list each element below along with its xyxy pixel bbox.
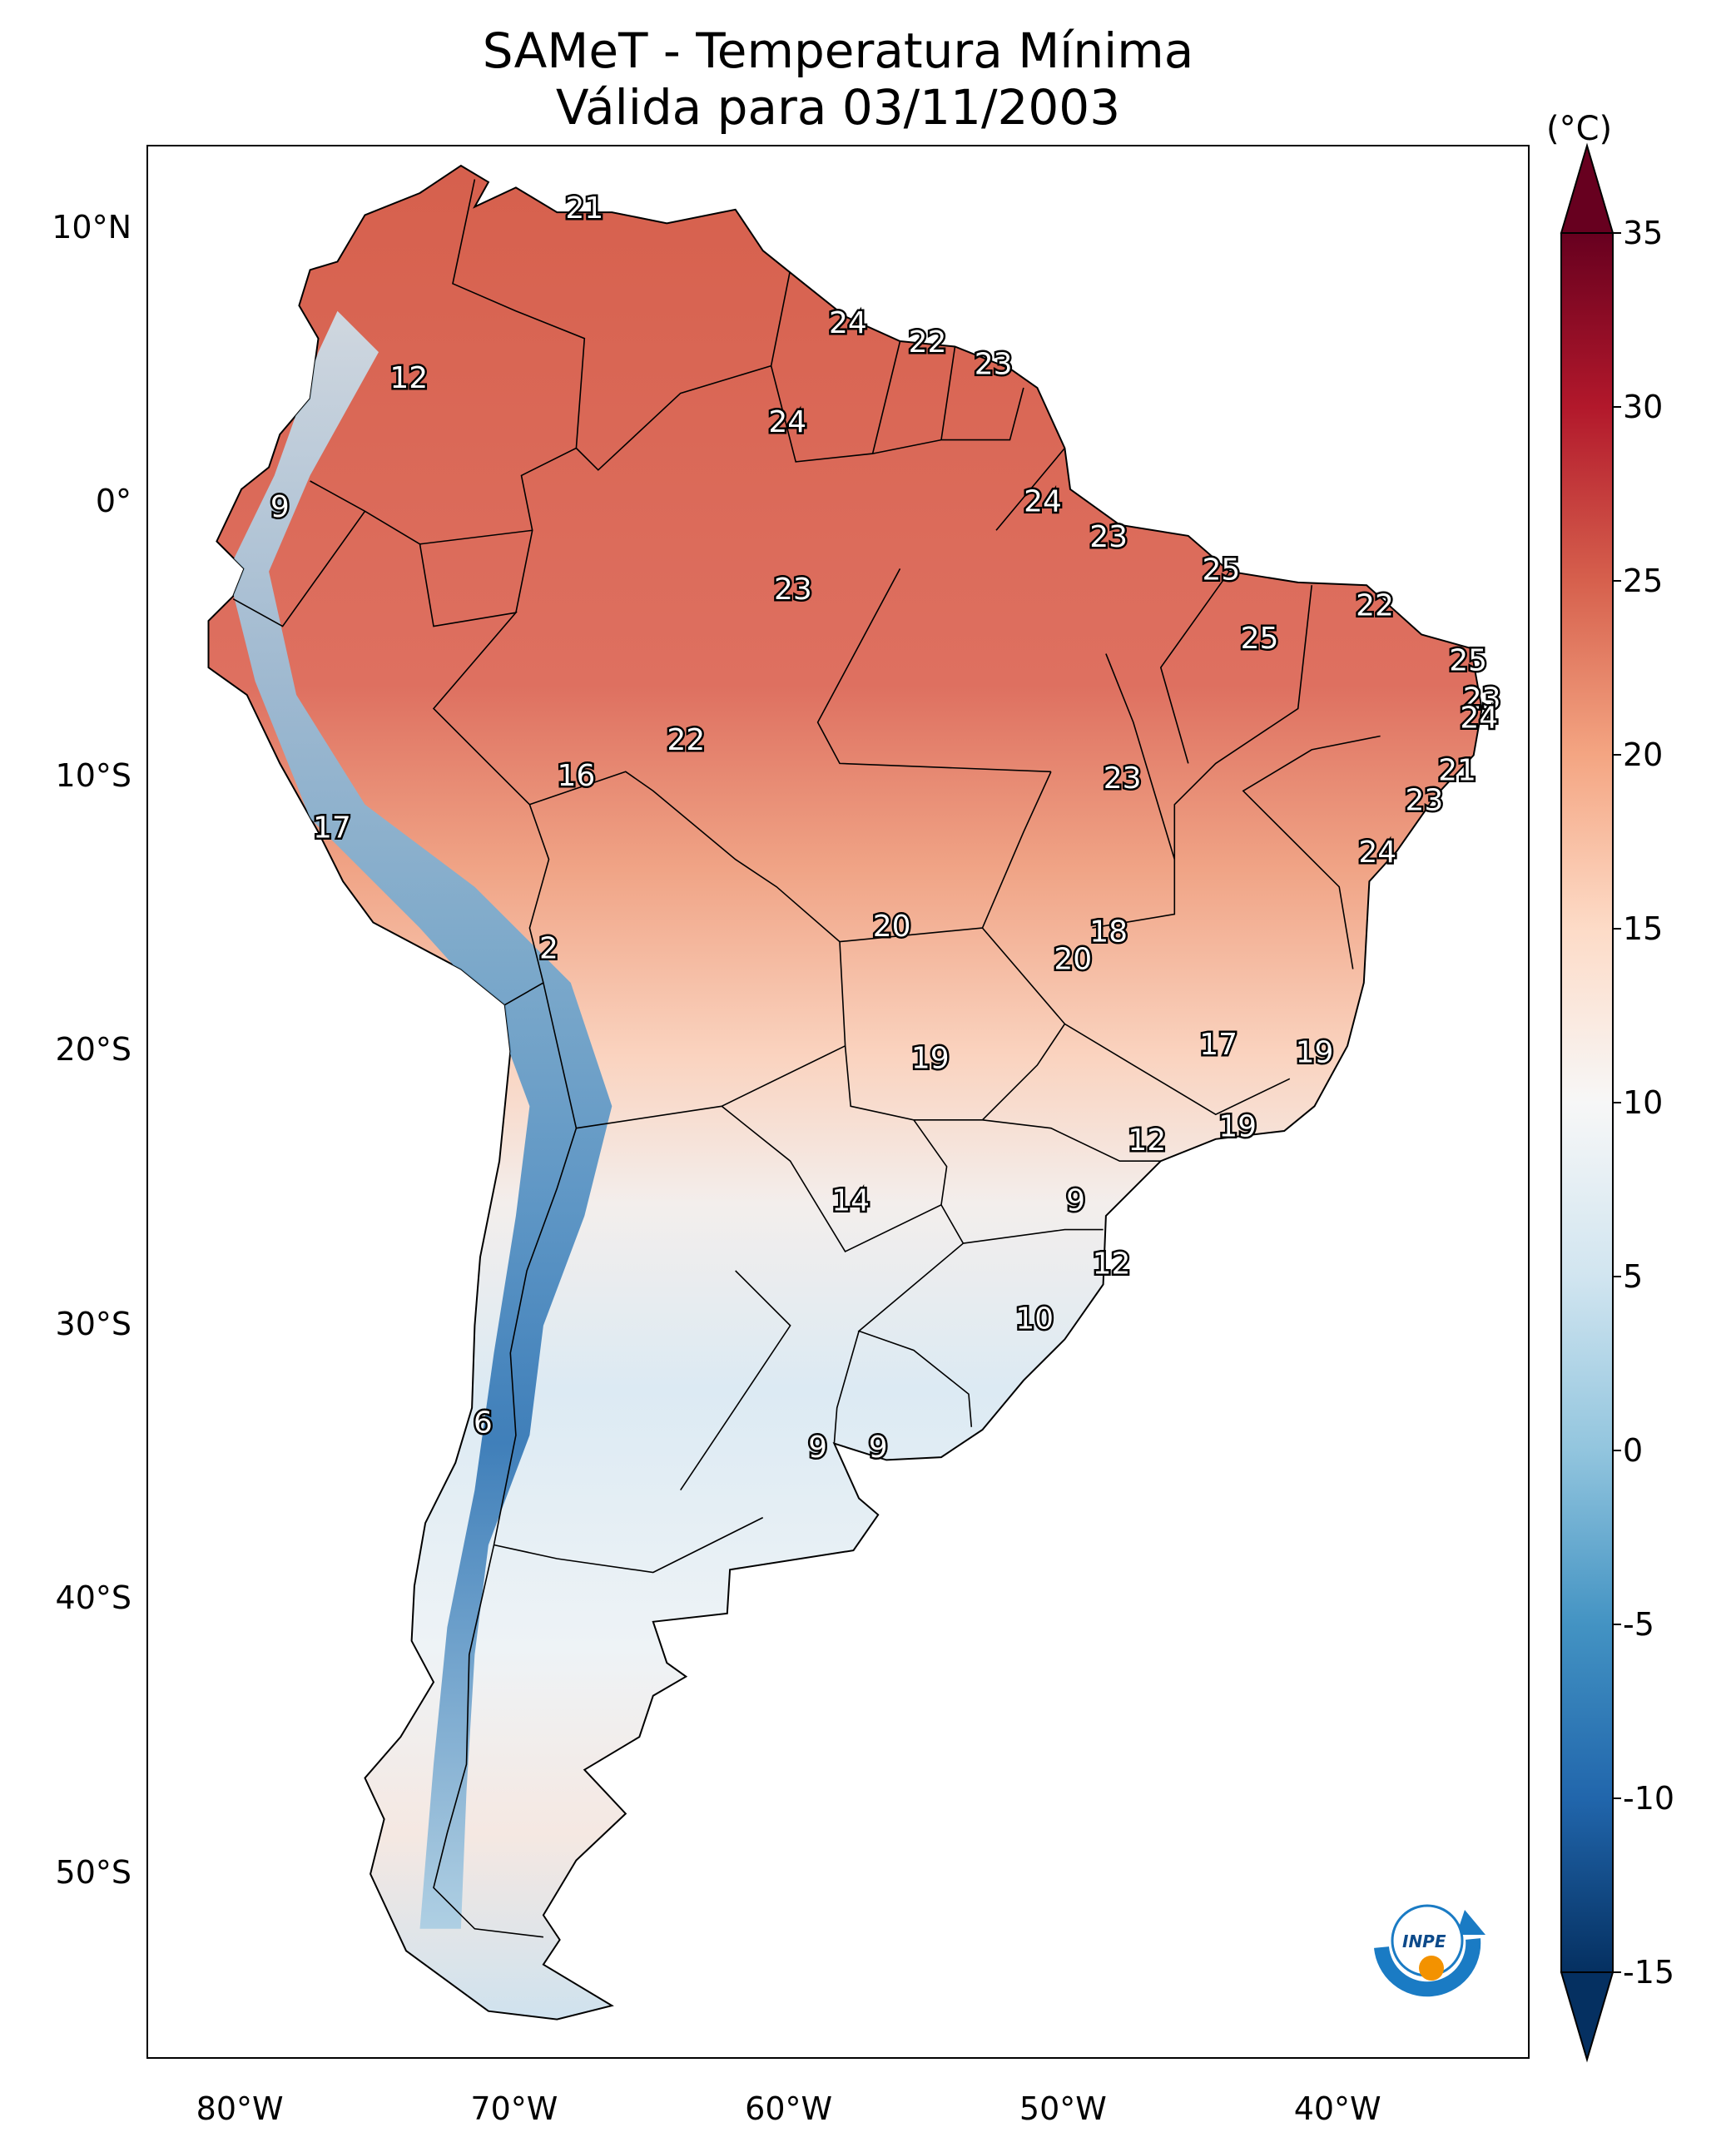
colorbar-body [1560, 232, 1614, 1973]
colorbar-tick [1613, 232, 1621, 234]
contour-label: 16 [557, 759, 595, 793]
colorbar-tick-label: 5 [1623, 1258, 1644, 1295]
contour-label: 17 [1199, 1028, 1238, 1062]
contour-label: 12 [389, 361, 428, 395]
contour-label: 20 [1054, 943, 1092, 977]
inpe-logo: INPE [1348, 1889, 1506, 2017]
x-tick-label: 70°W [470, 2090, 558, 2127]
contour-label: 9 [1066, 1184, 1085, 1218]
colorbar-tick-label: -10 [1623, 1780, 1675, 1817]
contour-label: 17 [313, 811, 351, 845]
continent-land [207, 164, 1483, 2021]
x-tick-label: 40°W [1293, 2090, 1381, 2127]
colorbar-tick [1613, 1797, 1621, 1799]
colorbar-tick [1613, 406, 1621, 408]
colorbar [1560, 142, 1614, 2063]
colorbar-tick [1613, 754, 1621, 756]
logo-text: INPE [1402, 1931, 1446, 1951]
contour-label: 22 [1356, 589, 1394, 623]
colorbar-tick [1613, 1624, 1621, 1625]
colorbar-tick [1613, 1450, 1621, 1451]
colorbar-tick-label: 20 [1623, 736, 1664, 773]
contour-label: 12 [1093, 1247, 1131, 1281]
y-tick-label: 10°S [55, 756, 131, 794]
contour-label: 25 [1449, 644, 1487, 678]
contour-label: 23 [774, 573, 812, 607]
map-title: SAMeT - Temperatura Mínima [482, 22, 1194, 79]
contour-label: 9 [270, 490, 290, 524]
contour-label: 21 [1438, 753, 1476, 787]
contour-label: 19 [1218, 1110, 1257, 1144]
contour-label: 10 [1015, 1302, 1054, 1336]
contour-label: 6 [474, 1406, 493, 1440]
colorbar-tick [1613, 1276, 1621, 1277]
contour-label: 24 [768, 405, 806, 439]
contour-label: 21 [565, 191, 603, 226]
x-tick-label: 80°W [196, 2090, 284, 2127]
contour-label: 12 [1128, 1123, 1166, 1158]
contour-label: 9 [808, 1431, 827, 1465]
colorbar-tick-label: 10 [1623, 1084, 1664, 1121]
contour-label: 24 [1460, 702, 1498, 736]
colorbar-tick-label: 35 [1623, 215, 1664, 251]
contour-label: 25 [1241, 622, 1279, 656]
contour-label: 18 [1089, 915, 1128, 950]
contour-label: 24 [829, 306, 867, 340]
map-area: 21 12 24 22 23 24 9 24 23 25 22 23 25 25 23 24 22 21 16 23 2… [146, 145, 1530, 2059]
contour-label: 22 [909, 325, 947, 359]
colorbar-tick-label: 25 [1623, 563, 1664, 599]
colorbar-tick-label: 0 [1623, 1432, 1644, 1469]
contour-label: 22 [667, 723, 705, 757]
colorbar-tick-label: -15 [1623, 1954, 1675, 1991]
contour-label: 24 [1024, 484, 1062, 518]
y-tick-label: 30°S [55, 1305, 131, 1342]
colorbar-tick-label: 30 [1623, 389, 1664, 425]
contour-label: 20 [873, 910, 911, 944]
colorbar-tick-label: -5 [1623, 1606, 1654, 1643]
y-tick-label: 40°S [55, 1579, 131, 1617]
contour-label: 14 [831, 1184, 870, 1218]
y-tick-label: 10°N [52, 208, 131, 245]
contour-label: 23 [975, 348, 1013, 382]
contour-label: 23 [1104, 761, 1142, 796]
contour-label: 25 [1202, 553, 1240, 588]
colorbar-tick-label: 15 [1623, 910, 1664, 947]
colorbar-tick [1613, 928, 1621, 930]
borders [232, 179, 1381, 1938]
contour-label: 24 [1358, 836, 1396, 870]
andes-cold-band [227, 310, 613, 1929]
colorbar-tick [1613, 1971, 1621, 1973]
y-tick-label: 50°S [55, 1853, 131, 1891]
contour-label: 23 [1089, 520, 1128, 554]
y-tick-label: 0° [95, 483, 131, 520]
colorbar-extend-bottom [1560, 1971, 1614, 2063]
colorbar-tick [1613, 580, 1621, 582]
contour-label: 9 [869, 1431, 888, 1465]
colorbar-tick [1613, 1102, 1621, 1103]
map-subtitle: Válida para 03/11/2003 [555, 79, 1121, 136]
contour-label: 19 [911, 1041, 950, 1075]
colorbar-extend-top [1560, 142, 1614, 234]
contour-label: 23 [1463, 682, 1501, 717]
contour-label: 2 [539, 932, 558, 966]
x-tick-label: 60°W [745, 2090, 833, 2127]
contour-label: 19 [1296, 1036, 1334, 1070]
y-tick-label: 20°S [55, 1031, 131, 1069]
colorbar-unit: (°C) [1546, 110, 1613, 148]
contour-label: 23 [1405, 784, 1443, 818]
x-tick-label: 50°W [1019, 2090, 1107, 2127]
